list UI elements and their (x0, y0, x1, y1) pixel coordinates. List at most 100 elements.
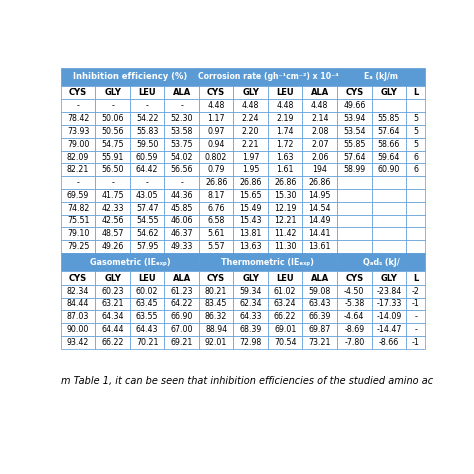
Text: 2.08: 2.08 (311, 127, 328, 136)
Text: 15.43: 15.43 (239, 217, 262, 226)
Bar (337, 285, 372, 298)
Bar (268, 215, 302, 228)
Text: 55.91: 55.91 (101, 153, 124, 162)
Text: 63.45: 63.45 (136, 300, 158, 309)
Bar (372, 240, 406, 253)
Bar (164, 310, 199, 323)
Bar (61, 215, 95, 228)
Text: 1.61: 1.61 (276, 165, 294, 174)
Text: 64.34: 64.34 (101, 312, 124, 321)
Text: 0.79: 0.79 (208, 165, 225, 174)
Text: 41.75: 41.75 (101, 191, 124, 200)
Bar (406, 285, 425, 298)
Text: 4.48: 4.48 (276, 101, 294, 110)
Bar (130, 285, 164, 298)
Text: 67.00: 67.00 (170, 325, 193, 334)
Bar (95, 138, 130, 151)
Text: 64.44: 64.44 (101, 325, 124, 334)
Bar (372, 298, 406, 310)
Text: 8.17: 8.17 (208, 191, 225, 200)
Text: 26.86: 26.86 (309, 178, 331, 187)
Bar (130, 151, 164, 164)
Text: 49.66: 49.66 (343, 101, 365, 110)
Bar (302, 271, 337, 285)
Bar (130, 189, 164, 202)
Text: -: - (180, 101, 183, 110)
Text: 61.23: 61.23 (170, 287, 193, 296)
Text: 82.34: 82.34 (67, 287, 89, 296)
Text: 13.63: 13.63 (239, 242, 262, 251)
Bar (199, 253, 337, 271)
Bar (233, 138, 268, 151)
Bar (95, 215, 130, 228)
Text: 14.49: 14.49 (309, 217, 331, 226)
Bar (337, 323, 372, 336)
Text: 58.99: 58.99 (343, 165, 365, 174)
Bar (268, 86, 302, 100)
Bar (302, 202, 337, 215)
Text: 88.94: 88.94 (205, 325, 227, 334)
Text: 15.49: 15.49 (239, 204, 262, 213)
Text: -7.80: -7.80 (344, 338, 365, 347)
Text: 61.02: 61.02 (274, 287, 296, 296)
Text: 59.64: 59.64 (378, 153, 400, 162)
Bar (372, 285, 406, 298)
Bar (337, 228, 372, 240)
Bar (199, 138, 233, 151)
Bar (95, 298, 130, 310)
Text: 68.39: 68.39 (239, 325, 262, 334)
Text: 79.10: 79.10 (67, 229, 89, 238)
Text: 48.57: 48.57 (101, 229, 124, 238)
Bar (372, 112, 406, 125)
Text: 6: 6 (413, 165, 418, 174)
Bar (164, 285, 199, 298)
Text: -2: -2 (411, 287, 419, 296)
Bar (199, 176, 233, 189)
Text: ALA: ALA (173, 88, 191, 97)
Bar (164, 138, 199, 151)
Text: Inhibition efficiency (%): Inhibition efficiency (%) (73, 73, 187, 82)
Bar (268, 176, 302, 189)
Bar (164, 189, 199, 202)
Bar (61, 323, 95, 336)
Bar (406, 151, 425, 164)
Bar (302, 125, 337, 138)
Bar (372, 138, 406, 151)
Text: -: - (111, 101, 114, 110)
Bar (199, 215, 233, 228)
Text: 92.01: 92.01 (205, 338, 228, 347)
Text: 42.33: 42.33 (101, 204, 124, 213)
Text: 74.82: 74.82 (67, 204, 89, 213)
Bar (164, 298, 199, 310)
Bar (199, 151, 233, 164)
Text: CYS: CYS (207, 88, 225, 97)
Bar (337, 86, 372, 100)
Bar (302, 228, 337, 240)
Text: -17.33: -17.33 (376, 300, 401, 309)
Bar (233, 100, 268, 112)
Bar (130, 138, 164, 151)
Bar (61, 228, 95, 240)
Text: -4.64: -4.64 (344, 312, 365, 321)
Bar (406, 202, 425, 215)
Bar (233, 86, 268, 100)
Bar (372, 228, 406, 240)
Bar (61, 336, 95, 349)
Text: 46.37: 46.37 (170, 229, 193, 238)
Text: -5.38: -5.38 (344, 300, 365, 309)
Bar (61, 202, 95, 215)
Bar (337, 112, 372, 125)
Text: 194: 194 (312, 165, 327, 174)
Text: 11.30: 11.30 (274, 242, 296, 251)
Text: 72.98: 72.98 (239, 338, 262, 347)
Bar (268, 189, 302, 202)
Bar (61, 285, 95, 298)
Text: 50.56: 50.56 (101, 127, 124, 136)
Text: 5.57: 5.57 (208, 242, 225, 251)
Text: 45.85: 45.85 (171, 204, 193, 213)
Bar (130, 336, 164, 349)
Text: GLY: GLY (380, 273, 397, 283)
Bar (372, 189, 406, 202)
Bar (337, 310, 372, 323)
Text: m Table 1, it can be seen that inhibition efficiencies of the studied amino ac: m Table 1, it can be seen that inhibitio… (61, 376, 433, 386)
